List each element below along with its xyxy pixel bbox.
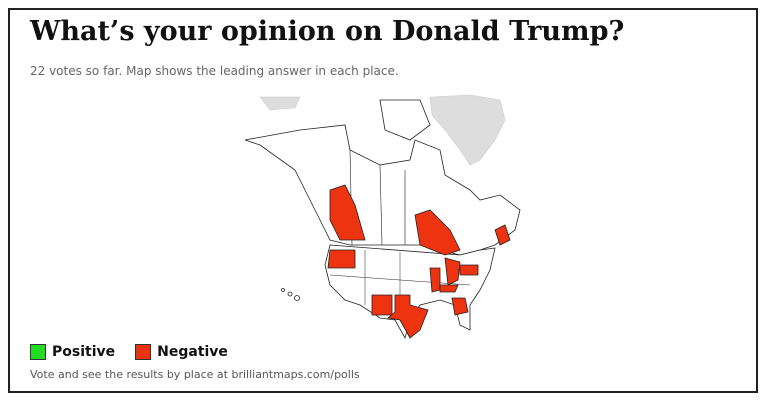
legend-item: Positive	[30, 344, 115, 360]
legend-label: Positive	[52, 344, 116, 360]
legend: Positive Negative	[30, 344, 228, 360]
region-oregon	[327, 249, 356, 269]
title: What’s your opinion on Donald Trump?	[30, 16, 625, 47]
legend-label: Negative	[157, 344, 228, 360]
hawaii	[294, 295, 300, 301]
region-michigan	[444, 257, 461, 286]
swatch	[30, 344, 46, 360]
region-bc	[329, 184, 366, 241]
region-georgia	[451, 297, 469, 316]
canada	[244, 124, 521, 256]
hawaii	[281, 288, 285, 292]
russia	[259, 96, 301, 111]
region-maritimes	[494, 224, 511, 246]
region-new-mexico	[371, 294, 393, 316]
greenland	[429, 94, 506, 166]
hawaii	[287, 291, 293, 297]
swatch	[135, 344, 152, 360]
footer: Vote and see the results by place at bri…	[30, 368, 360, 381]
subtitle: 22 votes so far. Map shows the leading a…	[30, 64, 399, 78]
region-illinois	[429, 267, 441, 293]
region-texas	[387, 294, 429, 339]
legend-item: Negative	[135, 344, 228, 360]
arctic-islands	[379, 99, 431, 141]
map	[244, 94, 521, 340]
region-ontario	[414, 209, 461, 256]
region-pennsylvania	[459, 264, 479, 276]
frame	[8, 8, 758, 393]
border	[379, 164, 383, 246]
region-kentucky	[439, 284, 459, 293]
